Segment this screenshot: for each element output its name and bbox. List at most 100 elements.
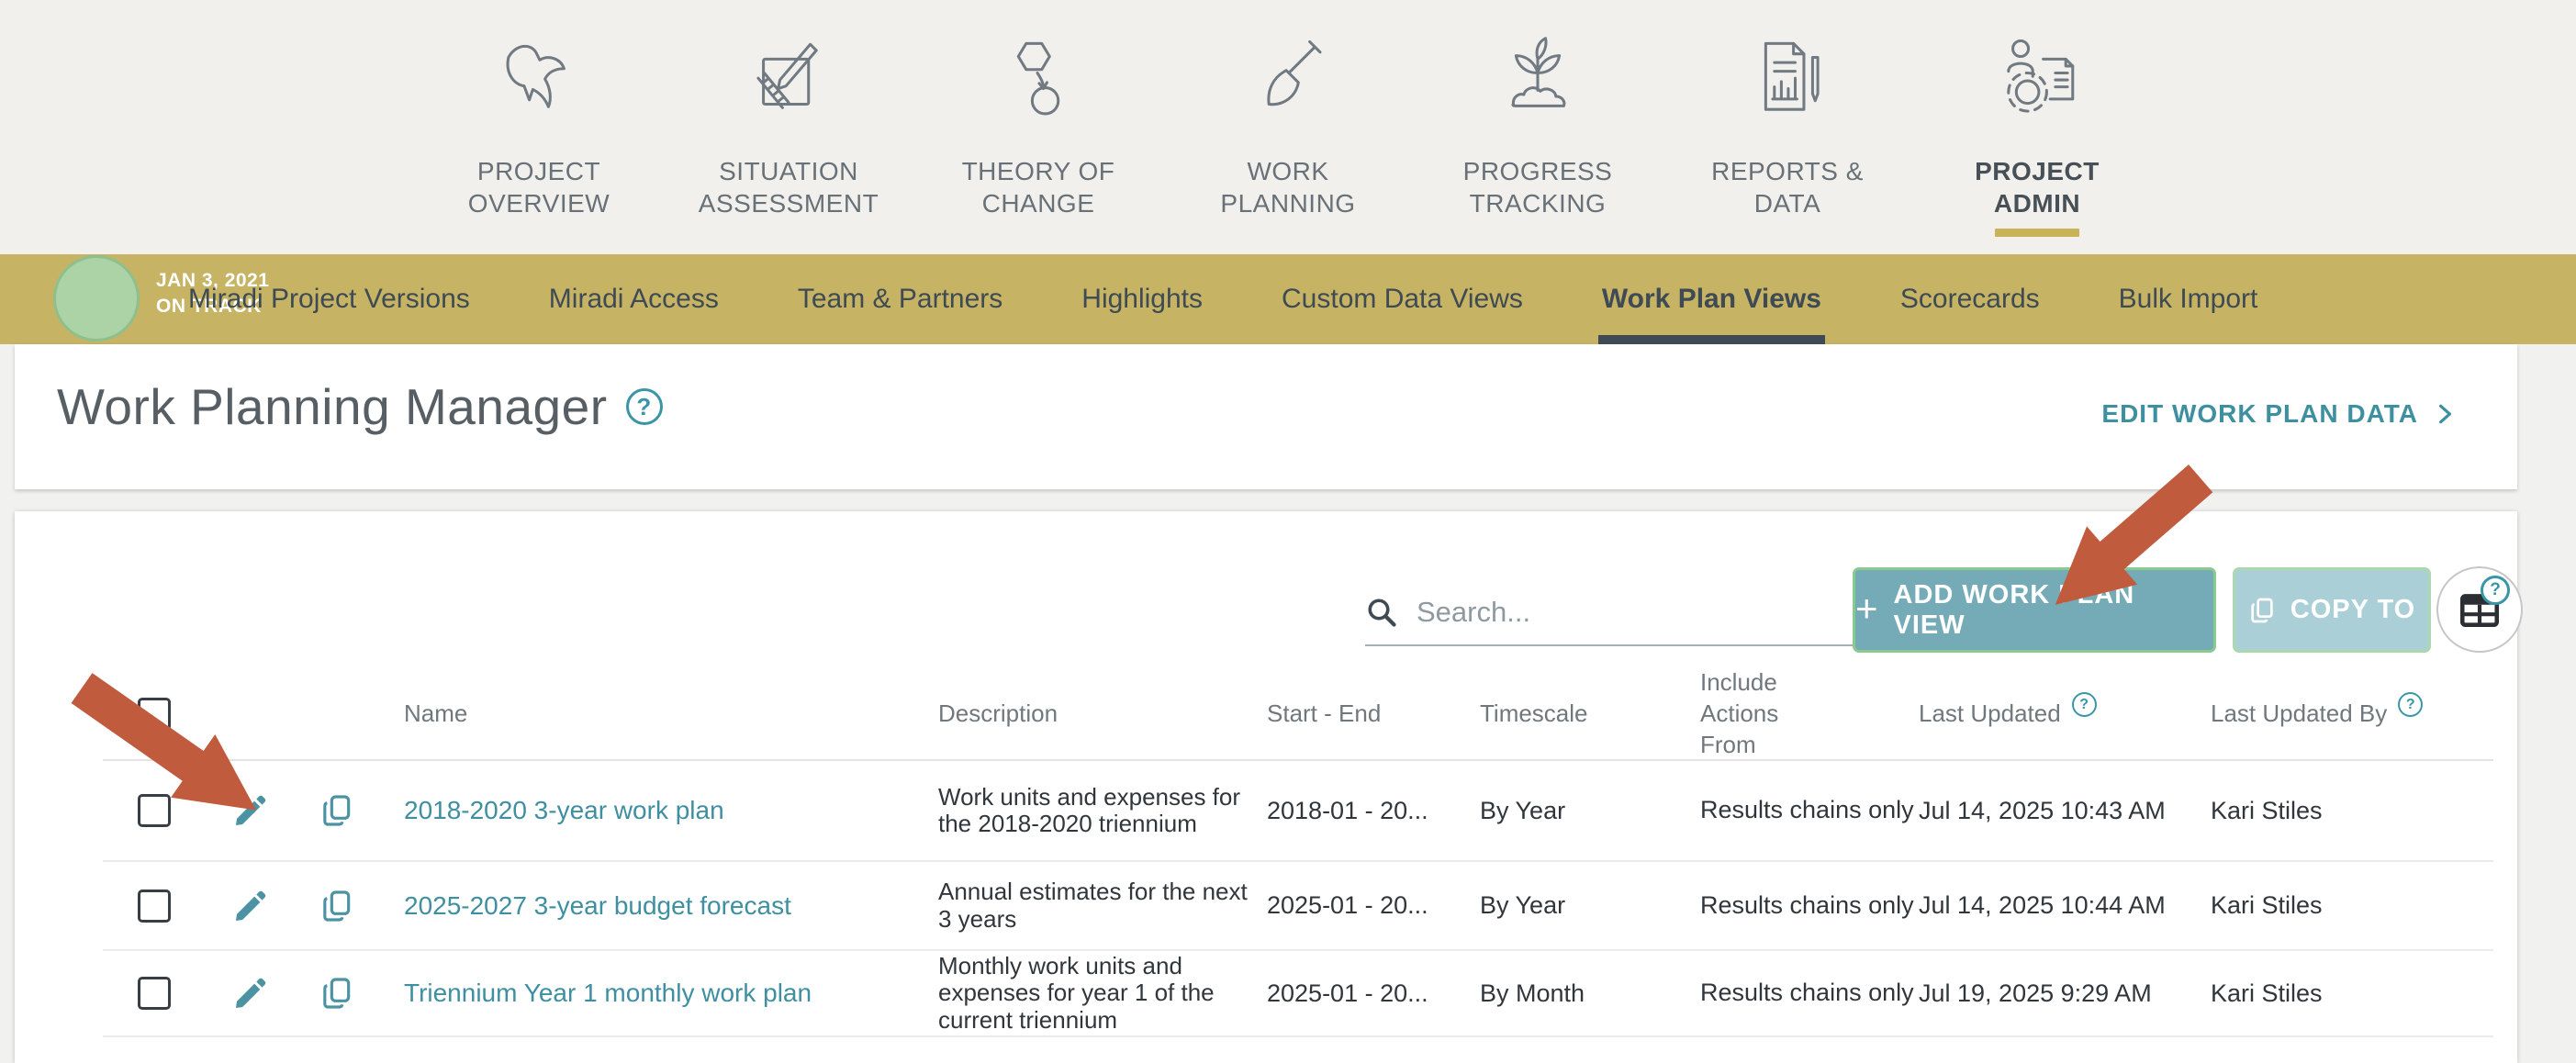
nav-label: WORK PLANNING <box>1220 157 1356 218</box>
row-checkbox[interactable] <box>138 977 171 1010</box>
tab-bulk-import[interactable]: Bulk Import <box>2119 254 2258 344</box>
copy-to-button[interactable]: COPY TO <box>2233 567 2431 653</box>
row-checkbox[interactable] <box>138 794 171 827</box>
work-plan-view-link[interactable]: 2025-2027 3-year budget forecast <box>404 890 791 920</box>
tab-label: Scorecards <box>1899 284 2040 314</box>
copy-row-button[interactable] <box>319 888 404 924</box>
shovel-icon <box>1240 33 1336 133</box>
search-icon <box>1368 599 1396 627</box>
cell-include-actions-from: Results chains only <box>1700 979 1914 1007</box>
tab-custom-data-views[interactable]: Custom Data Views <box>1282 254 1523 344</box>
page-title-help-icon[interactable]: ? <box>625 388 663 425</box>
copy-icon <box>2251 598 2273 622</box>
table-header-row: Name Description Start - End Timescale I… <box>103 667 2493 761</box>
top-nav-item-reports-data[interactable]: REPORTS & DATA <box>1663 33 1912 237</box>
work-plan-view-link[interactable]: Triennium Year 1 monthly work plan <box>404 979 812 1007</box>
cell-description: Work units and expenses for the 2018-202… <box>938 782 1241 837</box>
edit-row-button[interactable] <box>232 888 319 924</box>
tab-miradi-access[interactable]: Miradi Access <box>549 254 719 344</box>
nav-label: PROJECT OVERVIEW <box>467 157 610 218</box>
tab-label: Miradi Access <box>548 284 719 314</box>
col-header-name: Name <box>404 699 468 728</box>
top-nav-item-situation-assessment[interactable]: SITUATION ASSESSMENT <box>664 33 913 237</box>
top-nav-item-work-planning[interactable]: WORK PLANNING <box>1163 33 1413 237</box>
copy-row-button[interactable] <box>319 975 404 1012</box>
tab-miradi-project-versions[interactable]: Miradi Project Versions <box>188 254 470 344</box>
copy-button-label: COPY TO <box>2290 595 2416 624</box>
tab-scorecards[interactable]: Scorecards <box>1900 254 2040 344</box>
table-row: Triennium Year 1 monthly work plan Month… <box>103 951 2493 1037</box>
table-help-button[interactable]: ? <box>2436 566 2523 653</box>
active-tab-underline <box>1597 335 1825 344</box>
last-updated-help-icon[interactable]: ? <box>2071 692 2097 718</box>
project-status-circle[interactable] <box>53 255 140 341</box>
work-plan-views-table: Name Description Start - End Timescale I… <box>103 667 2493 1037</box>
tab-label: Bulk Import <box>2118 284 2258 314</box>
tab-label: Miradi Project Versions <box>188 284 470 314</box>
primary-nav: PROJECT OVERVIEW SITUATION ASSESSMENT TH… <box>0 33 2576 237</box>
table-row: 2025-2027 3-year budget forecast Annual … <box>103 862 2493 951</box>
work-plan-view-link[interactable]: 2018-2020 3-year work plan <box>404 796 724 824</box>
pencil-icon <box>236 890 266 921</box>
page-header: Work Planning Manager ? EDIT WORK PLAN D… <box>15 344 2517 489</box>
status-date: JAN 3, 2021 <box>156 270 270 291</box>
cell-description: Annual estimates for the next 3 years <box>938 878 1248 933</box>
search-input[interactable] <box>1415 595 1931 630</box>
work-plan-views-card: + ADD WORK PLAN VIEW COPY TO ? Name Desc… <box>15 511 2523 1063</box>
cell-start-end: 2018-01 - 20... <box>1267 796 1428 824</box>
copy-icon <box>323 978 351 1009</box>
nav-label: SITUATION ASSESSMENT <box>698 157 879 218</box>
tab-label: Work Plan Views <box>1601 284 1821 314</box>
table-row: 2018-2020 3-year work plan Work units an… <box>103 761 2493 862</box>
col-header-last-updated: Last Updated <box>1919 699 2061 728</box>
plus-icon: + <box>1855 586 1879 630</box>
col-header-last-updated-by: Last Updated By <box>2211 699 2388 728</box>
tab-highlights[interactable]: Highlights <box>1081 254 1203 344</box>
select-all-checkbox[interactable] <box>138 697 171 731</box>
edit-link-label: EDIT WORK PLAN DATA <box>2101 399 2418 428</box>
cell-description: Monthly work units and expenses for year… <box>938 951 1215 1034</box>
secondary-nav-band <box>0 254 2576 344</box>
cell-last-updated: Jul 14, 2025 10:44 AM <box>1919 891 2166 919</box>
tab-work-plan-views[interactable]: Work Plan Views <box>1597 254 1825 344</box>
page-title-text: Work Planning Manager <box>57 378 608 435</box>
edit-work-plan-data-link[interactable]: EDIT WORK PLAN DATA <box>2101 399 2457 429</box>
pencil-icon <box>236 978 266 1008</box>
last-updated-by-help-icon[interactable]: ? <box>2398 692 2424 718</box>
cell-include-actions-from: Results chains only <box>1700 796 1914 824</box>
top-nav-item-theory-of-change[interactable]: THEORY OF CHANGE <box>913 33 1163 237</box>
cell-last-updated-by: Kari Stiles <box>2211 891 2323 919</box>
edit-row-button[interactable] <box>232 975 319 1012</box>
help-question-icon: ? <box>2481 576 2510 605</box>
sprout-icon <box>1490 33 1585 133</box>
edit-row-button[interactable] <box>232 792 319 829</box>
person-gear-icon <box>1989 33 2085 133</box>
clipboard-pencil-icon <box>741 33 836 133</box>
tab-label: Custom Data Views <box>1282 284 1523 314</box>
cell-last-updated-by: Kari Stiles <box>2211 796 2323 824</box>
page-title: Work Planning Manager ? <box>57 377 663 436</box>
top-nav-item-project-overview[interactable]: PROJECT OVERVIEW <box>414 33 664 237</box>
col-header-description: Description <box>938 699 1058 728</box>
report-document-icon <box>1740 33 1835 133</box>
primary-nav-band: PROJECT OVERVIEW SITUATION ASSESSMENT TH… <box>0 0 2576 254</box>
nav-label: REPORTS & DATA <box>1711 157 1864 218</box>
row-checkbox[interactable] <box>138 889 171 923</box>
cell-include-actions-from: Results chains only <box>1700 890 1914 919</box>
nav-label: PROGRESS TRACKING <box>1462 157 1613 218</box>
add-work-plan-view-button[interactable]: + ADD WORK PLAN VIEW <box>1853 567 2216 653</box>
cell-timescale: By Year <box>1480 891 1566 919</box>
secondary-nav: Miradi Project Versions Miradi Access Te… <box>188 254 2257 344</box>
status-label: ON TRACK <box>156 296 262 318</box>
top-nav-item-progress-tracking[interactable]: PROGRESS TRACKING <box>1413 33 1663 237</box>
top-nav-item-project-admin[interactable]: PROJECT ADMIN <box>1912 33 2162 237</box>
add-button-label: ADD WORK PLAN VIEW <box>1893 579 2135 640</box>
flowchart-icon <box>991 33 1086 133</box>
tab-team-partners[interactable]: Team & Partners <box>798 254 1002 344</box>
tab-label: Highlights <box>1081 284 1204 314</box>
copy-icon <box>323 795 351 826</box>
nav-label: THEORY OF CHANGE <box>961 157 1115 218</box>
chevron-right-icon <box>2439 404 2452 424</box>
copy-row-button[interactable] <box>319 792 404 829</box>
tab-label: Team & Partners <box>797 284 1003 314</box>
